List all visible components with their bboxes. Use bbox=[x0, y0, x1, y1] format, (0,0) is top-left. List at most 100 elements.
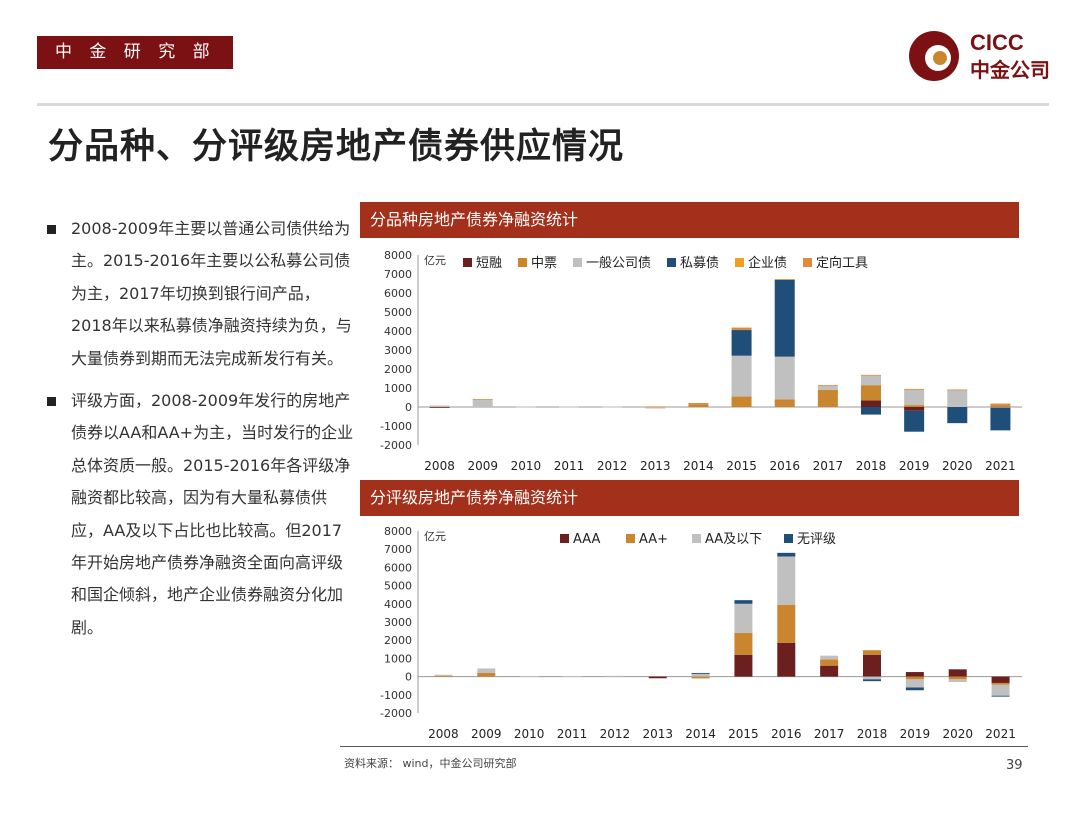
bar-segment bbox=[991, 695, 1010, 697]
x-tick-label: 2020 bbox=[942, 459, 973, 473]
y-tick-label: 1000 bbox=[384, 652, 412, 665]
bar-segment bbox=[605, 675, 624, 677]
chart-title-bar: 分评级房地产债券净融资统计 bbox=[360, 480, 1019, 516]
bar-segment bbox=[863, 676, 881, 680]
header-divider bbox=[37, 103, 1049, 106]
bar-segment bbox=[904, 410, 925, 432]
bar-segment bbox=[820, 655, 839, 660]
bar-segment bbox=[904, 389, 925, 406]
legend-label: 企业债 bbox=[748, 255, 787, 271]
bar-segment bbox=[948, 676, 967, 680]
x-tick-label: 2017 bbox=[814, 727, 845, 741]
bar-segment bbox=[520, 676, 539, 678]
bullet-list: 2008-2009年主要以普通公司债供给为主。2015-2016年主要以公私募公… bbox=[47, 213, 357, 654]
bar-segment bbox=[429, 405, 450, 407]
legend-swatch bbox=[463, 258, 472, 267]
bar-segment bbox=[602, 406, 623, 408]
legend-label: 一般公司债 bbox=[586, 255, 651, 271]
page-number: 39 bbox=[1006, 758, 1023, 773]
chart-by-rating: 8000 7000 6000 5000 4000 3000 2000 1000 0 -1000 -2… bbox=[380, 525, 1022, 741]
y-tick-label: 7000 bbox=[384, 268, 412, 281]
y-tick-label: -2000 bbox=[380, 707, 412, 720]
logo-text-cn: 中金公司 bbox=[970, 58, 1050, 82]
bar-segment bbox=[774, 279, 795, 357]
legend-swatch bbox=[667, 258, 676, 267]
bar-segment bbox=[905, 676, 924, 680]
x-tick-label: 2009 bbox=[467, 459, 498, 473]
y-tick-label: 8000 bbox=[384, 249, 412, 262]
bar-segment bbox=[734, 654, 753, 677]
y-tick-label: 3000 bbox=[384, 616, 412, 629]
bullet-item: 评级方面，2008-2009年发行的房地产债券以AA和AA+为主，当时发行的企业… bbox=[47, 385, 357, 644]
x-tick-label: 2008 bbox=[424, 459, 455, 473]
legend-swatch bbox=[560, 534, 569, 543]
bar-segment bbox=[820, 665, 839, 677]
bar-segment bbox=[434, 675, 453, 677]
bar-segment bbox=[429, 407, 450, 408]
bar-segment bbox=[688, 403, 709, 405]
bar-segment bbox=[863, 679, 881, 682]
x-tick-label: 2014 bbox=[685, 727, 716, 741]
bar-segment bbox=[991, 684, 1010, 696]
bar-segment bbox=[477, 672, 496, 677]
bar-segment bbox=[648, 678, 667, 679]
y-tick-label: -2000 bbox=[380, 439, 412, 452]
bar-segment bbox=[904, 405, 925, 407]
x-tick-label: 2016 bbox=[769, 459, 800, 473]
bar-segment bbox=[777, 604, 796, 643]
x-tick-label: 2015 bbox=[728, 727, 759, 741]
x-tick-label: 2012 bbox=[600, 727, 631, 741]
y-tick-label: 2000 bbox=[384, 363, 412, 376]
y-tick-label: 4000 bbox=[384, 325, 412, 338]
y-tick-label: 1000 bbox=[384, 382, 412, 395]
legend-label: AA及以下 bbox=[705, 532, 762, 547]
bar-segment bbox=[863, 650, 881, 655]
legend-label: AAA bbox=[573, 532, 601, 547]
bar-segment bbox=[777, 642, 796, 677]
bar-segment bbox=[559, 406, 579, 408]
bar-segment bbox=[734, 632, 753, 655]
bar-segment bbox=[947, 407, 968, 424]
x-tick-label: 2021 bbox=[985, 459, 1016, 473]
bar-segment bbox=[777, 556, 796, 605]
bar-segment bbox=[731, 355, 752, 397]
y-tick-label: -1000 bbox=[380, 689, 412, 702]
bullet-item: 2008-2009年主要以普通公司债供给为主。2015-2016年主要以公私募公… bbox=[47, 213, 357, 375]
bar-segment bbox=[731, 396, 752, 407]
bar-segment bbox=[774, 279, 795, 280]
bar-segment bbox=[774, 356, 795, 400]
bar-segment bbox=[472, 399, 493, 400]
bar-segment bbox=[861, 374, 881, 376]
bar-segment bbox=[990, 403, 1011, 406]
x-tick-label: 2010 bbox=[514, 727, 545, 741]
chart-title-bar: 分品种房地产债券净融资统计 bbox=[360, 202, 1019, 238]
bar-segment bbox=[648, 676, 667, 679]
bar-segment bbox=[948, 679, 967, 683]
bar-segment bbox=[990, 407, 1011, 408]
bar-segment bbox=[691, 676, 710, 679]
bar-segment bbox=[691, 672, 710, 674]
x-tick-label: 2010 bbox=[511, 459, 542, 473]
bar-segment bbox=[472, 399, 493, 407]
y-tick-label: 0 bbox=[405, 671, 412, 684]
legend-swatch bbox=[803, 258, 812, 267]
cicc-logo-icon bbox=[909, 31, 959, 81]
bar-segment bbox=[905, 687, 924, 691]
x-tick-label: 2018 bbox=[857, 727, 888, 741]
y-tick-label: 5000 bbox=[384, 580, 412, 593]
bar-segment bbox=[817, 386, 838, 390]
x-tick-label: 2013 bbox=[640, 459, 671, 473]
x-tick-label: 2017 bbox=[813, 459, 844, 473]
bar-segment bbox=[947, 389, 968, 407]
bar-segment bbox=[905, 679, 924, 688]
x-tick-label: 2021 bbox=[985, 727, 1016, 741]
bar-segment bbox=[904, 407, 925, 411]
legend-swatch bbox=[784, 534, 793, 543]
y-unit-label: 亿元 bbox=[424, 530, 446, 543]
bar-segment bbox=[645, 406, 666, 408]
y-tick-label: 3000 bbox=[384, 344, 412, 357]
x-tick-label: 2011 bbox=[557, 727, 588, 741]
x-tick-label: 2014 bbox=[683, 459, 714, 473]
legend-swatch bbox=[518, 258, 527, 267]
y-tick-label: 7000 bbox=[384, 543, 412, 556]
